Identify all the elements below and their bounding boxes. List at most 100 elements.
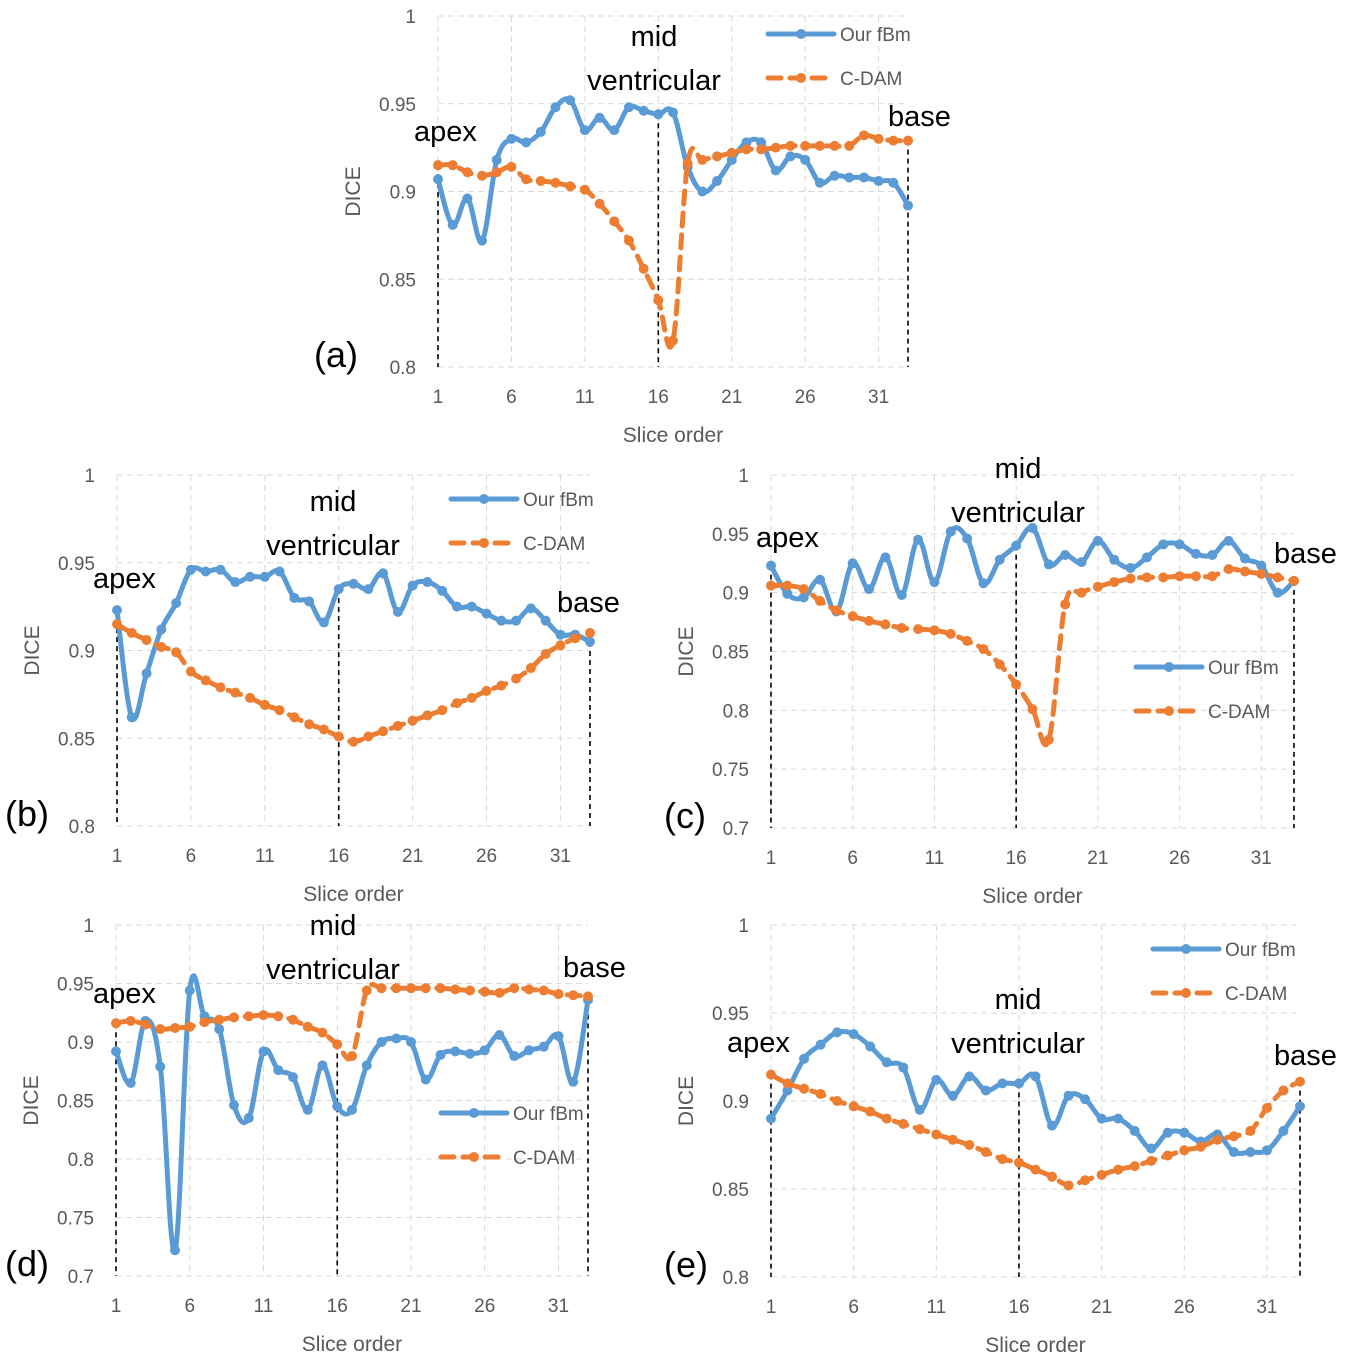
data-point-c-dam [1011,679,1022,690]
data-point-our-fbm [111,1046,121,1057]
y-tick-label: 0.8 [723,701,749,722]
data-point-our-fbm [1162,1127,1173,1138]
data-point-our-fbm [1256,560,1267,571]
data-point-c-dam [496,680,507,691]
data-point-our-fbm [170,1245,180,1256]
data-point-c-dam [466,692,477,703]
data-point-our-fbm [524,1045,534,1056]
data-point-c-dam [243,1011,254,1022]
x-axis-title: Slice order [982,885,1082,908]
data-point-c-dam [1272,572,1283,583]
data-point-c-dam [420,983,431,994]
data-point-c-dam [1027,704,1038,715]
data-point-our-fbm [1129,1125,1140,1136]
legend-label: Our fBm [1225,940,1296,961]
data-point-c-dam [391,983,402,994]
data-point-c-dam [726,147,737,158]
data-point-c-dam [538,985,549,996]
data-point-our-fbm [800,154,811,165]
data-point-our-fbm [782,1085,793,1096]
data-point-c-dam [1060,599,1071,610]
legend-label: C-DAM [1225,984,1287,1005]
data-point-c-dam [540,649,551,660]
y-axis-title: DICE [20,1075,43,1125]
data-point-our-fbm [766,1113,776,1124]
data-point-our-fbm [435,1049,446,1060]
data-point-c-dam [832,1096,843,1106]
data-point-c-dam [697,154,708,165]
data-point-c-dam [844,140,855,151]
data-point-c-dam [929,625,940,636]
legend-entry-c-dam: C-DAM [765,69,902,90]
data-point-c-dam [756,144,767,155]
data-point-c-dam [997,1154,1008,1165]
y-tick-label: 0.9 [390,183,416,204]
y-tick-label: 0.85 [712,1180,749,1201]
x-tick-label: 6 [506,387,517,408]
data-point-our-fbm [848,1029,859,1040]
panel-label: (b) [5,793,49,834]
data-point-our-fbm [638,105,649,116]
data-point-c-dam [994,659,1005,670]
x-tick-label: 21 [1091,1297,1112,1318]
data-point-c-dam [858,130,869,141]
data-point-our-fbm [864,584,875,595]
y-tick-label: 0.9 [68,1033,94,1054]
y-axis-title: DICE [675,1076,698,1126]
data-point-c-dam [156,641,167,652]
series-line-c-dam [768,1072,1303,1189]
data-point-c-dam [913,624,924,635]
data-point-our-fbm [815,574,826,585]
data-point-c-dam [1146,1155,1157,1166]
data-point-our-fbm [437,585,448,596]
data-point-c-dam [1113,1164,1124,1175]
data-point-c-dam [609,216,620,227]
x-tick-label: 26 [474,1296,495,1317]
data-point-c-dam [766,1069,776,1080]
data-point-our-fbm [185,564,196,575]
data-point-our-fbm [653,109,664,120]
legend-entry-our-fbm: Our fBm [1133,658,1279,679]
data-point-our-fbm [1278,1125,1289,1136]
apex-annotation: apex [93,978,156,1010]
data-point-c-dam [568,990,579,1001]
mid-annotation-line2: ventricular [266,954,400,986]
x-tick-label: 1 [766,848,777,869]
legend-label: C-DAM [523,534,585,555]
data-point-our-fbm [289,592,300,603]
data-point-c-dam [550,177,561,188]
data-point-our-fbm [363,584,374,595]
data-point-our-fbm [447,219,458,230]
x-tick-label: 16 [648,387,669,408]
data-point-c-dam [481,685,492,696]
data-point-c-dam [914,1124,925,1135]
data-point-c-dam [317,1027,328,1038]
data-point-our-fbm [1125,562,1136,573]
data-point-our-fbm [509,1051,520,1062]
data-point-c-dam [392,720,403,731]
data-point-c-dam [215,682,226,693]
legend-entry-c-dam: C-DAM [438,1148,575,1169]
data-point-c-dam [1125,573,1136,584]
data-point-our-fbm [594,112,605,123]
legend-marker [469,1152,479,1162]
data-point-c-dam [125,1015,136,1026]
data-point-our-fbm [378,568,389,579]
data-point-c-dam [259,699,270,710]
data-point-c-dam [947,1134,958,1145]
data-point-c-dam [347,1051,357,1062]
data-point-our-fbm [712,175,723,186]
data-point-our-fbm [609,125,620,136]
data-point-c-dam [288,1014,298,1025]
data-point-our-fbm [481,608,492,619]
data-point-our-fbm [540,615,551,626]
legend-marker [796,73,806,83]
data-point-c-dam [770,142,781,153]
x-axis-title: Slice order [623,424,723,447]
legend-entry-c-dam: C-DAM [1133,702,1270,723]
data-point-c-dam [245,692,256,703]
data-point-c-dam [931,1129,942,1140]
x-tick-label: 16 [327,1296,348,1317]
